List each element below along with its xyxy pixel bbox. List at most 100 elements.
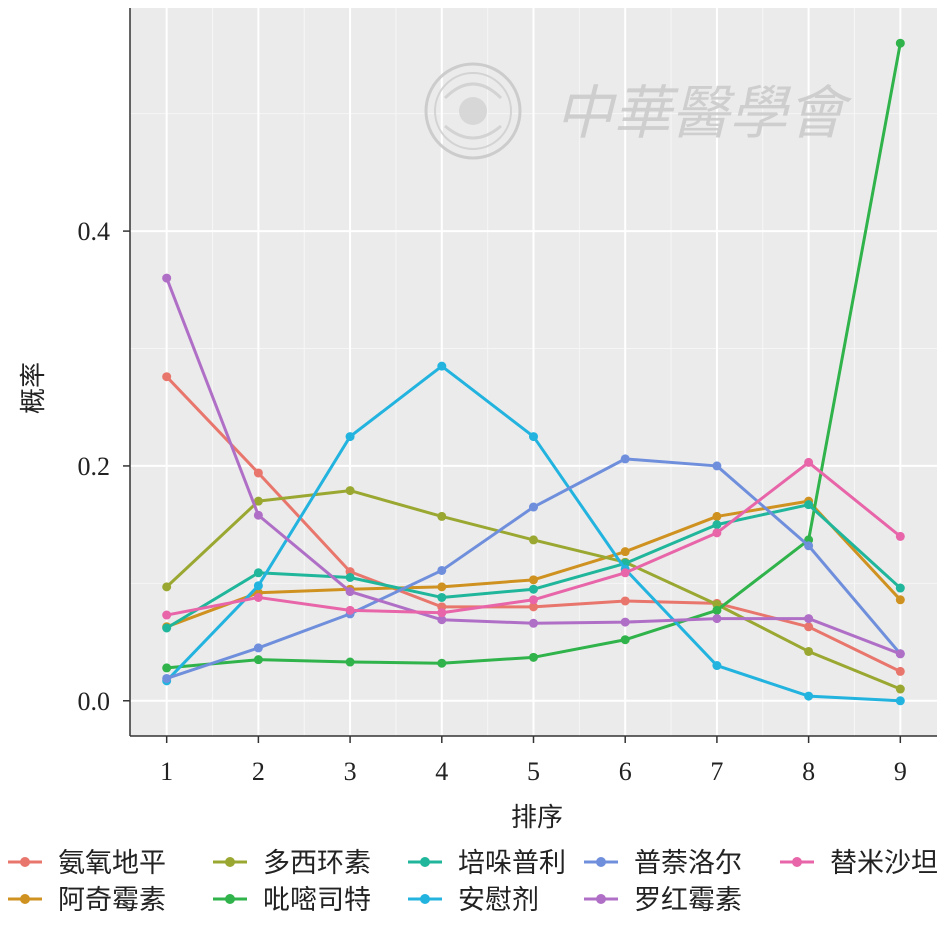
legend-item: 普萘洛尔 (584, 848, 742, 879)
x-tick-label: 5 (527, 757, 540, 786)
data-point (529, 432, 538, 442)
data-point (253, 468, 263, 478)
data-point (345, 605, 355, 615)
legend-label: 安慰剂 (458, 885, 539, 916)
data-point (162, 673, 172, 683)
data-point (345, 587, 355, 597)
legend-item: 安慰剂 (408, 885, 539, 916)
data-point (162, 663, 172, 673)
legend-key-marker (20, 894, 30, 904)
legend-key-marker (420, 894, 430, 904)
y-tick-label: 0.2 (78, 452, 111, 481)
legend-key-marker (225, 857, 235, 867)
data-point (620, 568, 630, 578)
data-point (529, 584, 538, 594)
data-point (895, 38, 905, 48)
x-tick-label: 9 (894, 757, 907, 786)
legend-key-marker (596, 894, 606, 904)
data-point (162, 273, 172, 283)
legend-label: 培哚普利 (458, 848, 566, 879)
legend-label: 替米沙坦 (830, 848, 938, 879)
data-point (345, 486, 355, 496)
data-point (529, 502, 538, 512)
data-point (253, 592, 263, 602)
data-point (253, 581, 263, 591)
data-point (895, 531, 905, 541)
data-point (529, 535, 538, 545)
data-point (162, 372, 172, 382)
x-tick-label: 8 (802, 757, 815, 786)
data-point (620, 454, 630, 464)
data-point (620, 617, 630, 627)
y-axis-title: 概率 (19, 362, 49, 414)
data-point (345, 432, 355, 442)
data-point (253, 510, 263, 520)
data-point (253, 655, 263, 665)
legend-item: 罗红霉素 (584, 885, 742, 916)
legend-key-marker (596, 857, 606, 867)
data-point (437, 592, 447, 602)
legend-key-marker (20, 857, 30, 867)
data-point (804, 622, 814, 632)
x-ticks: 1 2 3 4 5 6 7 8 9 (160, 736, 907, 786)
x-tick-label: 7 (710, 757, 723, 786)
legend-label: 阿奇霉素 (58, 885, 166, 916)
y-ticks: 0.0 0.2 0.4 (78, 217, 130, 716)
data-point (895, 696, 905, 706)
x-tick-label: 3 (344, 757, 357, 786)
data-point (712, 520, 722, 530)
legend-item: 培哚普利 (408, 848, 566, 879)
data-point (712, 605, 722, 615)
watermark: 中華醫學會 (424, 62, 852, 160)
data-point (804, 457, 814, 467)
data-point (804, 541, 814, 551)
data-point (804, 614, 814, 624)
legend-label: 普萘洛尔 (634, 848, 742, 879)
legend-label: 多西环素 (263, 848, 371, 879)
data-point (895, 595, 905, 605)
legend-item: 多西环素 (213, 848, 371, 879)
data-point (712, 511, 722, 521)
data-point (437, 565, 447, 575)
data-point (712, 528, 722, 538)
legend-key-marker (420, 857, 430, 867)
y-tick-label: 0.4 (78, 217, 111, 246)
data-point (253, 568, 263, 578)
data-point (712, 661, 722, 671)
y-tick-label: 0.0 (78, 687, 111, 716)
data-point (253, 643, 263, 653)
data-point (620, 547, 630, 557)
legend-label: 吡嘧司特 (263, 885, 371, 916)
x-tick-label: 6 (619, 757, 632, 786)
data-point (529, 595, 538, 605)
data-point (437, 361, 447, 371)
data-point (529, 602, 538, 612)
series-layer (162, 38, 905, 706)
data-point (895, 583, 905, 593)
x-tick-label: 1 (160, 757, 173, 786)
data-point (437, 658, 447, 668)
x-tick-label: 4 (435, 757, 448, 786)
data-point (529, 618, 538, 628)
data-point (712, 614, 722, 624)
legend-label: 氨氧地平 (58, 848, 166, 879)
data-point (804, 500, 814, 510)
legend-key-marker (792, 857, 802, 867)
data-point (437, 615, 447, 625)
data-point (162, 582, 172, 592)
x-tick-label: 2 (252, 757, 265, 786)
data-point (345, 657, 355, 667)
legend-label: 罗红霉素 (634, 885, 742, 916)
data-point (804, 691, 814, 701)
watermark-seal-icon (424, 62, 522, 160)
data-point (162, 623, 172, 633)
data-point (345, 572, 355, 582)
data-point (804, 646, 814, 656)
data-point (529, 652, 538, 662)
data-point (253, 496, 263, 506)
data-point (895, 649, 905, 659)
data-point (437, 582, 447, 592)
data-point (620, 596, 630, 606)
